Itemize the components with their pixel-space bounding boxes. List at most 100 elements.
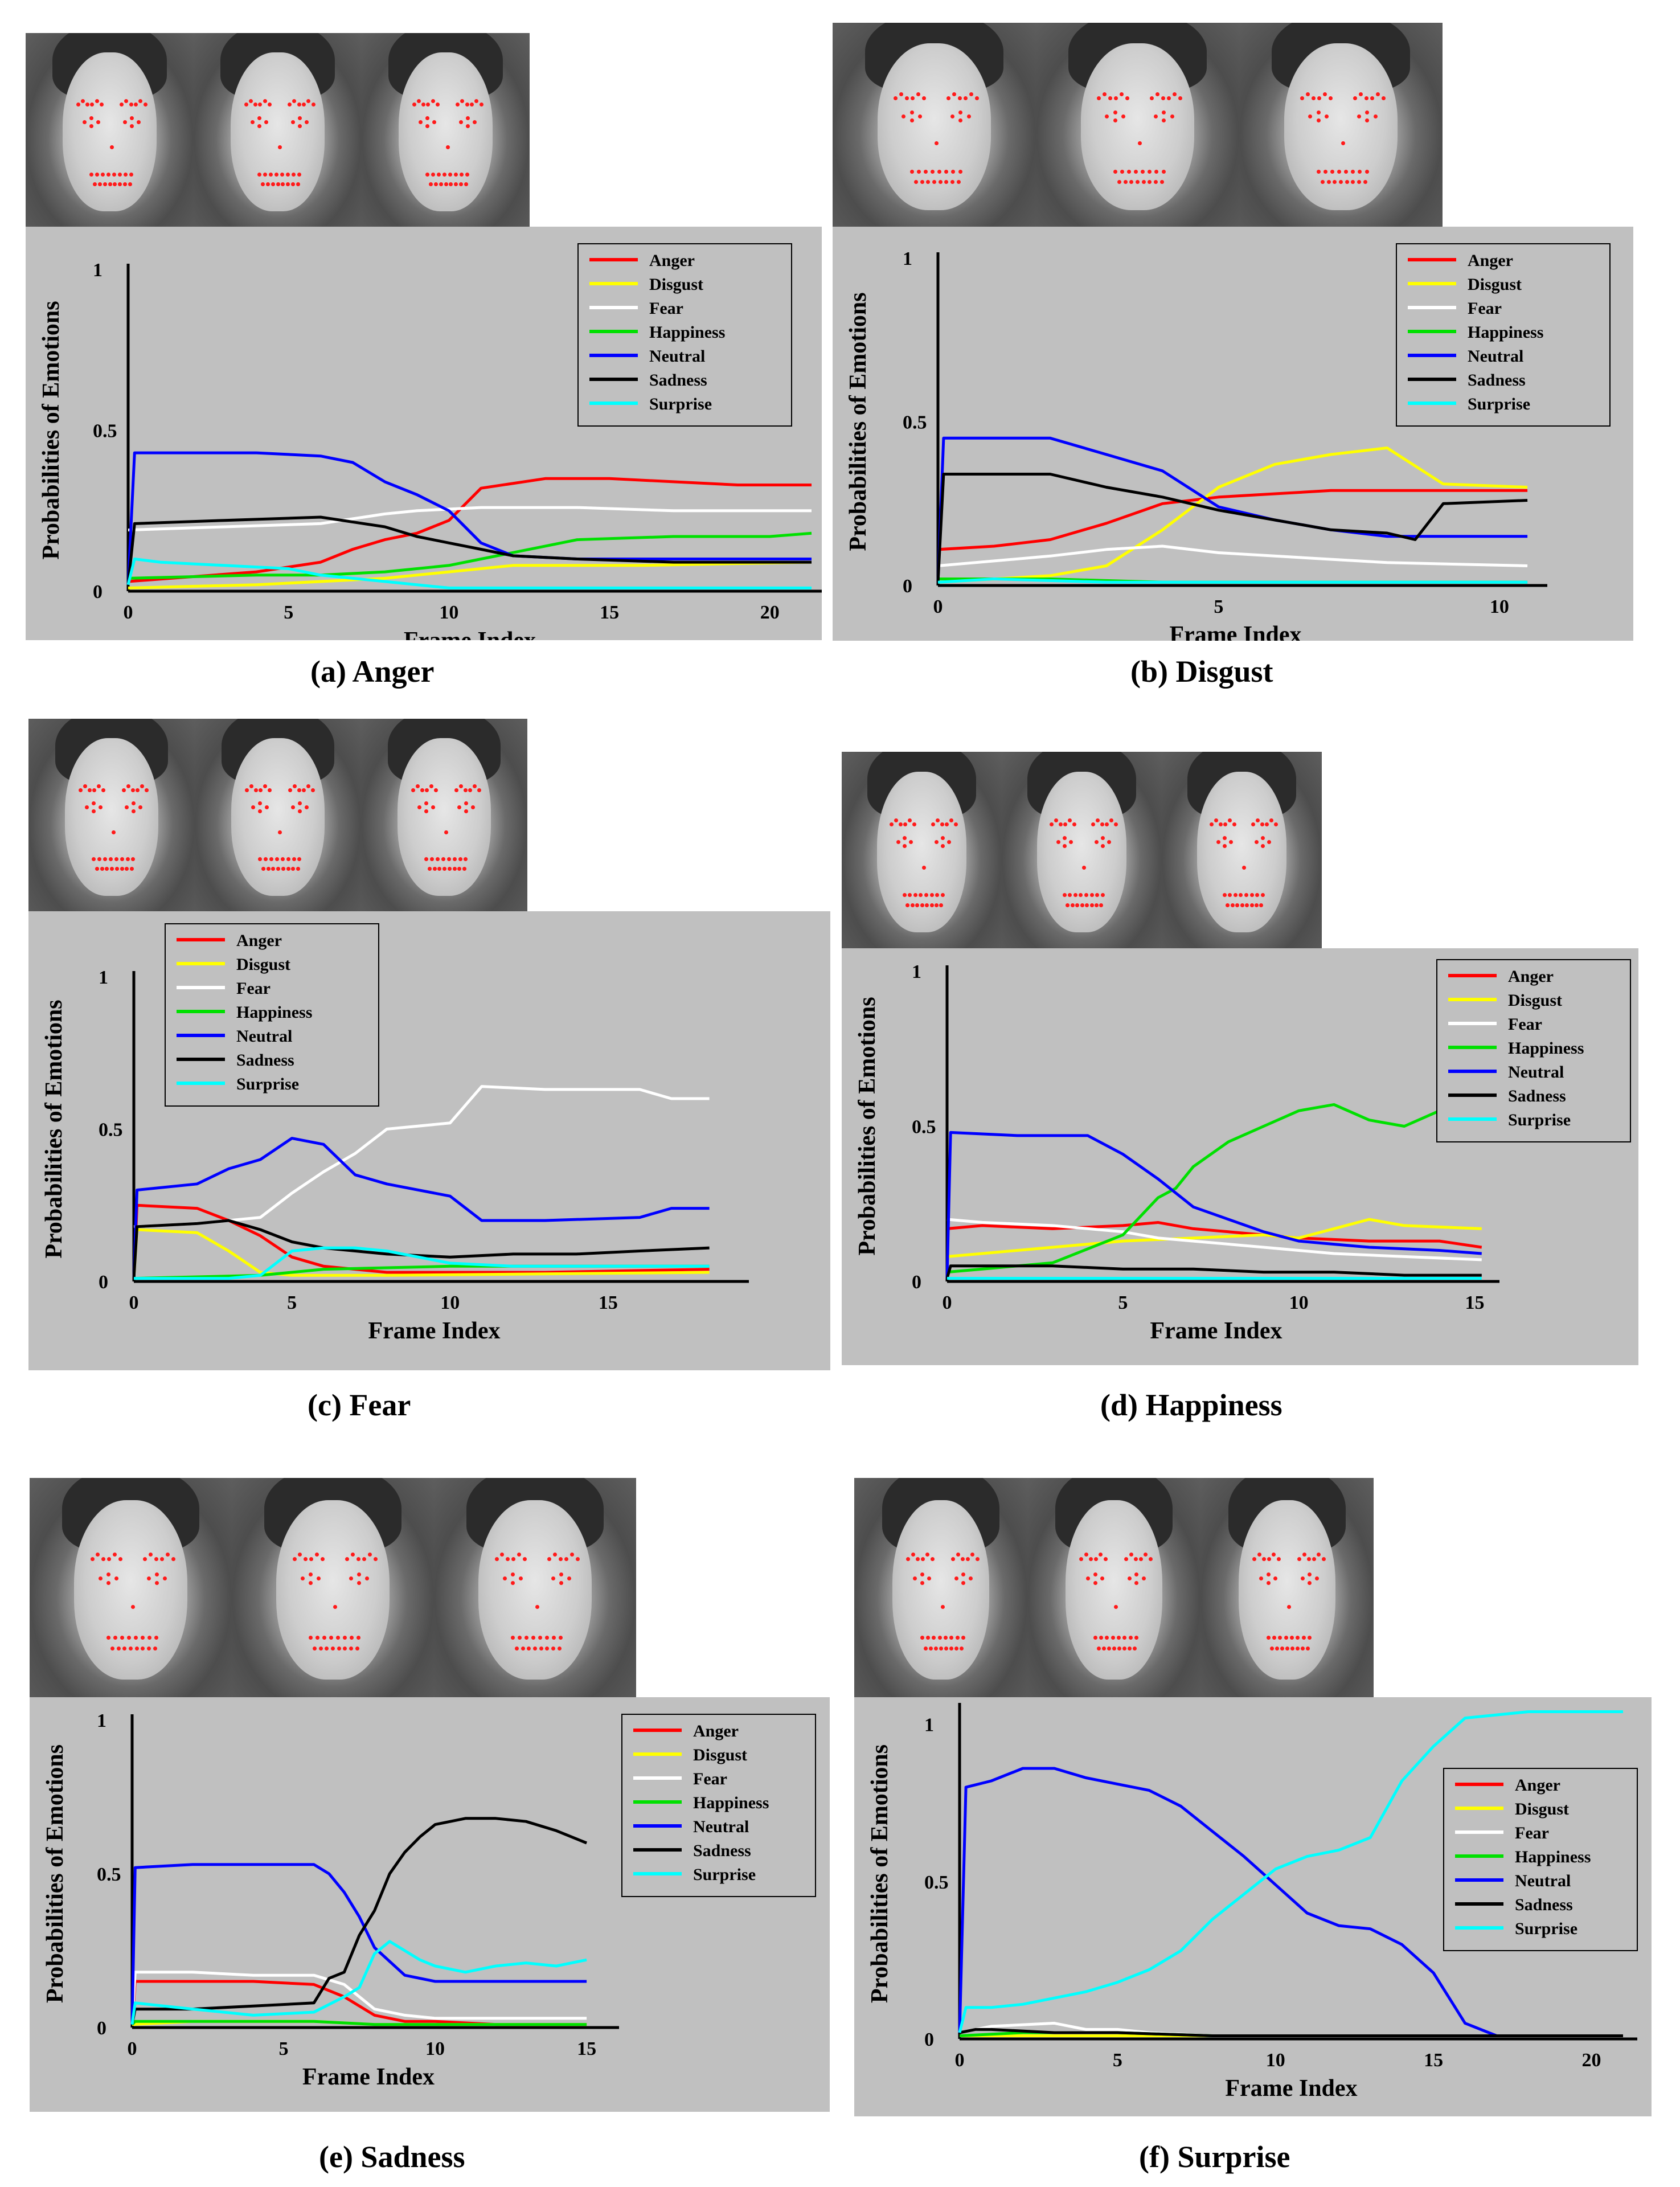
landmark-dot (1129, 1552, 1133, 1557)
landmark-dot (1113, 118, 1117, 123)
landmark-dot (1112, 1647, 1116, 1651)
caption-disgust: (b) Disgust (1130, 654, 1273, 689)
landmark-dot (957, 96, 962, 100)
landmark-dot (134, 1647, 139, 1651)
landmark-dot (97, 784, 101, 788)
landmark-dot (446, 857, 451, 862)
landmark-dot (85, 805, 89, 810)
chart-fear: 0 0.5 1 0 5 10 15 Frame Index Probabilities of E… (28, 911, 830, 1370)
y-tick-label: 1 (924, 1715, 934, 1736)
landmark-dot (1222, 893, 1227, 898)
y-tick-label: 0 (903, 576, 912, 597)
landmark-dot (940, 822, 945, 827)
y-tick-label: 0 (93, 581, 103, 603)
landmark-dot (958, 169, 962, 174)
series-line-neutral (132, 1137, 710, 1279)
landmark-dot (103, 857, 107, 862)
landmark-dot (913, 179, 918, 184)
landmark-dot (916, 92, 921, 96)
landmark-dot (915, 903, 920, 907)
chart-happiness: 0 0.5 1 0 5 10 15 Frame Index Probabilities of E… (842, 948, 1638, 1365)
landmark-dot (1285, 1647, 1289, 1651)
landmark-dot (902, 114, 906, 119)
landmark-dot (110, 867, 114, 871)
landmark-dot (1067, 818, 1072, 823)
series-line-fear (133, 1085, 710, 1228)
landmark-dot (1100, 893, 1105, 898)
legend-label-neutral: Neutral (1515, 1871, 1571, 1890)
landmark-dot (525, 1636, 529, 1640)
landmark-dot (920, 1580, 924, 1585)
landmark-dot (269, 172, 273, 177)
landmark-dot (142, 1557, 147, 1561)
landmark-dot (296, 182, 300, 186)
landmark-dot (1125, 96, 1130, 100)
landmark-dot (1287, 1605, 1291, 1609)
landmark-dot (958, 118, 963, 123)
series-line-happiness (128, 531, 812, 580)
landmark-dot (101, 172, 105, 177)
y-tick-label: 1 (912, 961, 921, 982)
landmark-dot (567, 1576, 572, 1581)
landmark-dot (76, 103, 80, 107)
legend-label-anger: Anger (1515, 1776, 1560, 1795)
landmark-dot (129, 116, 134, 121)
landmark-dot (1085, 903, 1089, 907)
landmark-dot (1172, 92, 1177, 96)
legend-label-fear: Fear (693, 1770, 727, 1788)
landmark-dot (437, 867, 442, 871)
landmark-dot (1214, 818, 1219, 823)
landmark-dot (552, 1636, 556, 1640)
landmark-dot (1251, 822, 1256, 827)
landmark-dot (435, 103, 440, 107)
landmark-dot (909, 169, 914, 174)
x-tick-label: 0 (933, 596, 943, 617)
landmark-dot (1091, 822, 1096, 827)
landmark-dot (894, 96, 898, 100)
landmark-dot (249, 784, 253, 788)
landmark-dot (123, 182, 128, 186)
landmark-dot (426, 103, 431, 107)
landmark-dot (955, 1636, 960, 1640)
y-axis-label: Probabilities of Emotions (42, 1744, 68, 2003)
landmark-dot (925, 1636, 930, 1640)
landmark-dot (1233, 893, 1238, 898)
landmark-dot (1261, 836, 1265, 841)
y-tick-label: 0.5 (924, 1872, 949, 1893)
x-tick-label: 0 (128, 2038, 137, 2059)
landmark-dot (1308, 1572, 1312, 1576)
landmark-dot (412, 103, 416, 107)
landmark-dot (298, 1552, 302, 1557)
landmark-dot (909, 110, 914, 114)
landmark-dot (1141, 1576, 1146, 1581)
landmark-dot (1365, 110, 1370, 114)
landmark-dot (920, 179, 924, 184)
landmark-dot (349, 1647, 353, 1651)
face-image (1239, 23, 1443, 227)
landmark-dot (431, 99, 435, 103)
series-line-neutral (130, 1863, 587, 2025)
landmark-dot (938, 179, 943, 184)
landmark-dot (89, 172, 94, 177)
landmark-dot (1308, 1580, 1312, 1585)
landmark-dot (1154, 179, 1158, 184)
landmark-dot (308, 1636, 313, 1640)
legend-label-disgust: Disgust (1468, 275, 1522, 294)
landmark-dot (1084, 1552, 1088, 1557)
landmark-dot (417, 805, 422, 810)
face-image (26, 33, 194, 227)
landmark-dot (315, 1636, 319, 1640)
landmark-dot (1063, 822, 1067, 827)
landmark-dot (126, 784, 130, 788)
landmark-dot (969, 92, 973, 96)
landmark-dot (469, 103, 474, 107)
landmark-dot (1266, 1580, 1271, 1585)
landmark-dot (297, 172, 302, 177)
landmark-dot (909, 840, 913, 845)
landmark-dot (112, 830, 116, 835)
landmark-dot (500, 1552, 505, 1557)
landmark-dot (419, 120, 423, 124)
landmark-dot (1096, 1647, 1101, 1651)
landmark-dot (304, 1557, 308, 1561)
landmark-dot (510, 1572, 515, 1576)
